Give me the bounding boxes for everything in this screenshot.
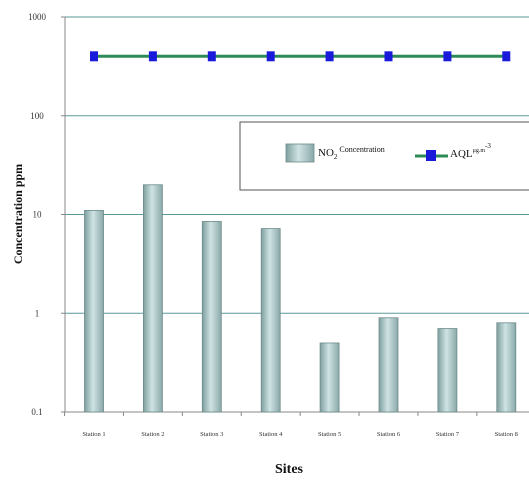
bar: [378, 317, 399, 413]
bar: [142, 184, 163, 413]
legend: NO2 Concentration AQLμg.m-3: [239, 121, 529, 191]
bar: [496, 322, 517, 413]
bar: [84, 210, 104, 413]
x-ticks: Station 1 Station 2 Station 3 Station 4 Stat…: [64, 412, 518, 438]
y-tick-label: 0.1: [31, 407, 42, 417]
aql-point: [384, 51, 393, 62]
y-tick-label: 10: [33, 210, 43, 220]
gridlines: [65, 16, 529, 314]
aql-point: [443, 51, 452, 62]
x-tick-label: Station 1: [82, 431, 105, 438]
legend-line-marker: [426, 150, 436, 161]
y-tick-label: 100: [30, 111, 44, 121]
bar: [201, 221, 222, 413]
x-tick-label: Station 6: [377, 431, 401, 438]
x-tick-label: Station 3: [200, 431, 223, 438]
legend-box: [239, 121, 529, 191]
y-axis-title: Concentration ppm: [11, 164, 25, 264]
aql-point: [148, 51, 157, 62]
legend-bar-swatch: [285, 143, 315, 163]
y-tick-label: 1000: [28, 12, 47, 22]
legend-bar-label: NO2 Concentration: [318, 145, 385, 161]
aql-point: [325, 51, 334, 62]
x-tick-label: Station 8: [495, 431, 518, 438]
bar: [260, 228, 281, 413]
x-tick-label: Station 4: [259, 431, 283, 438]
x-tick-label: Station 7: [436, 431, 460, 438]
aql-line: [90, 51, 511, 62]
legend-line-label: AQLμg.m-3: [450, 142, 491, 160]
aql-point: [207, 51, 216, 62]
x-axis-title: Sites: [275, 462, 304, 477]
x-tick-label: Station 5: [318, 431, 341, 438]
y-tick-label: 1: [35, 308, 40, 318]
bar: [437, 328, 458, 413]
y-ticks: 0.1 1 10 100 1000: [28, 12, 65, 417]
bars: [84, 184, 517, 413]
x-tick-label: Station 2: [141, 431, 164, 438]
aql-point: [266, 51, 275, 62]
bar: [319, 342, 340, 413]
aql-point: [90, 51, 98, 62]
aql-point: [502, 51, 511, 62]
